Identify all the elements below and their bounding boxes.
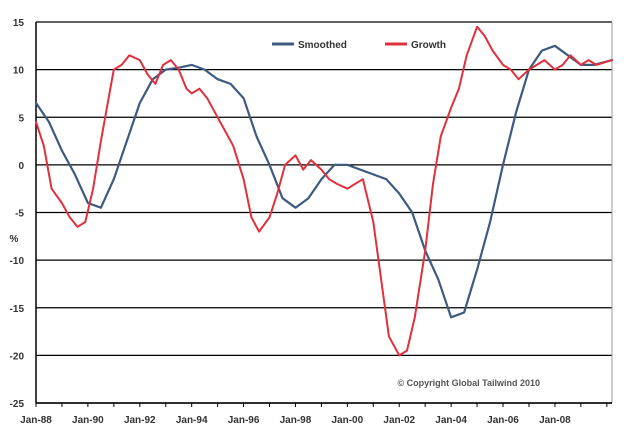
y-tick-label: -10: [10, 256, 25, 267]
x-tick-labels: Jan-88 Jan-90 Jan-92 Jan-94 Jan-96 Jan-98 Jan-…: [20, 415, 571, 426]
series-line-1: [34, 44, 614, 319]
y-tick-label: -20: [10, 351, 25, 362]
axes: [35, 22, 613, 407]
x-tick-label: Jan-88: [20, 415, 52, 426]
y-tick-label: 10: [13, 66, 25, 77]
y-axis-label: %: [10, 234, 19, 245]
y-tick-label: -5: [15, 209, 24, 220]
y-tick-labels: 15 10 5 0 -5 -10 -15 -20 -25: [10, 18, 25, 410]
legend-label: Growth: [411, 40, 446, 51]
x-tick-label: Jan-94: [176, 415, 208, 426]
copyright-annotation: © Copyright Global Tailwind 2010: [398, 378, 540, 388]
x-tick-label: Jan-90: [72, 415, 104, 426]
y-tick-label: 0: [18, 161, 24, 172]
x-tick-label: Jan-98: [280, 415, 312, 426]
legend-label: Smoothed: [298, 40, 347, 51]
y-tick-label: 5: [18, 113, 24, 124]
y-tick-label: -25: [10, 399, 25, 410]
y-tick-label: 15: [13, 18, 25, 29]
x-tick-label: Jan-08: [539, 415, 571, 426]
series-line-2: [35, 25, 613, 357]
x-tick-label: Jan-04: [435, 415, 467, 426]
legend: Smoothed Growth: [272, 40, 446, 51]
y-tick-label: -15: [10, 304, 25, 315]
x-tick-label: Jan-92: [124, 415, 156, 426]
x-tick-label: Jan-96: [228, 415, 260, 426]
series-lines: [34, 25, 614, 357]
x-tick-label: Jan-02: [383, 415, 415, 426]
x-tick-label: Jan-00: [332, 415, 364, 426]
x-tick-label: Jan-06: [487, 415, 519, 426]
